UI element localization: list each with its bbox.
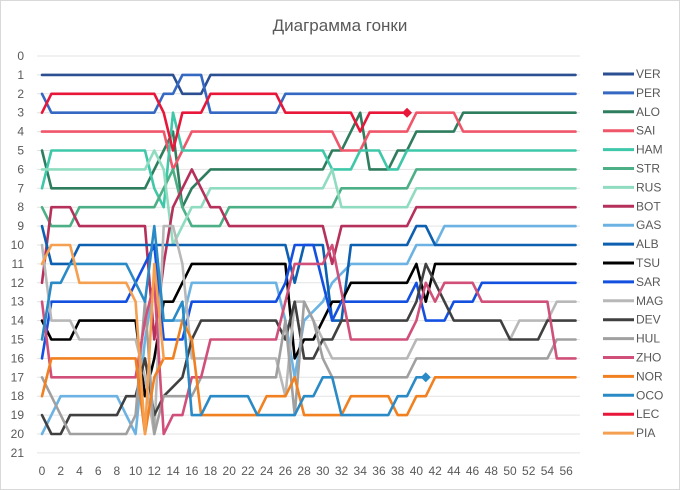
- y-tick-label: 7: [17, 181, 24, 195]
- x-tick-label: 18: [204, 464, 218, 478]
- x-tick-label: 56: [559, 464, 573, 478]
- series-line-sar: [40, 243, 577, 360]
- chart-title: Диаграмма гонки: [273, 16, 408, 35]
- series-line-bot: [40, 168, 577, 341]
- y-tick-label: 17: [11, 370, 25, 384]
- series-line-per: [40, 73, 577, 114]
- series-line-oco: [40, 224, 428, 417]
- series-line-sai: [40, 111, 577, 171]
- y-tick-label: 21: [11, 446, 25, 460]
- x-tick-label: 44: [447, 464, 461, 478]
- series-lines: [40, 73, 577, 436]
- x-tick-label: 36: [372, 464, 386, 478]
- series-line-tsu: [40, 262, 577, 398]
- legend-label: PER: [636, 86, 661, 100]
- legend-label: SAI: [636, 124, 655, 138]
- y-tick-label: 1: [17, 68, 24, 82]
- legend-label: MAG: [636, 294, 663, 308]
- x-tick-label: 0: [39, 464, 46, 478]
- x-tick-label: 28: [297, 464, 311, 478]
- legend-label: DEV: [636, 313, 661, 327]
- x-tick-label: 10: [129, 464, 143, 478]
- series-line-dev: [40, 262, 577, 436]
- y-tick-label: 14: [11, 314, 25, 328]
- x-tick-label: 14: [166, 464, 180, 478]
- end-marker-lec: [402, 107, 413, 118]
- legend-label: ZHO: [636, 351, 661, 365]
- legend-label: ALO: [636, 105, 660, 119]
- x-tick-label: 4: [76, 464, 83, 478]
- legend-label: HAM: [636, 143, 663, 157]
- y-tick-label: 5: [17, 144, 24, 158]
- y-tick-label: 12: [11, 276, 25, 290]
- series-line-rus: [40, 149, 577, 247]
- y-tick-label: 11: [12, 257, 25, 271]
- legend-label: GAS: [636, 218, 661, 232]
- x-tick-label: 30: [316, 464, 330, 478]
- legend: VER PER ALO SAI HAM STR RUS BOT GAS ALB TSU SAR MAG D…: [603, 67, 663, 440]
- x-tick-label: 22: [241, 464, 255, 478]
- y-tick-label: 3: [17, 106, 24, 120]
- y-tick-label: 18: [11, 389, 25, 403]
- series-line-alo: [40, 111, 577, 209]
- y-tick-label: 10: [11, 238, 25, 252]
- x-tick-label: 40: [410, 464, 424, 478]
- legend-label: STR: [636, 162, 660, 176]
- series-line-ham: [40, 111, 577, 209]
- x-tick-label: 42: [428, 464, 442, 478]
- series-line-nor: [40, 319, 577, 436]
- x-tick-label: 2: [57, 464, 64, 478]
- series-line-str: [40, 168, 577, 228]
- series-line-zho: [40, 243, 577, 436]
- legend-label: VER: [636, 67, 661, 81]
- y-tick-label: 9: [17, 219, 24, 233]
- y-tick-label: 8: [17, 200, 24, 214]
- x-tick-label: 50: [503, 464, 517, 478]
- legend-label: TSU: [636, 256, 660, 270]
- x-tick-label: 24: [260, 464, 274, 478]
- x-tick-label: 38: [391, 464, 405, 478]
- y-tick-label: 16: [11, 351, 25, 365]
- x-tick-label: 46: [466, 464, 480, 478]
- x-axis-ticks: 0 2 4 6 8 10 12 14 16 18 20 22 24 26 28 30 32 34 36 38 40 42 4…: [39, 464, 573, 478]
- legend-label: HUL: [636, 332, 660, 346]
- legend-label: PIA: [636, 426, 655, 440]
- x-tick-label: 6: [95, 464, 102, 478]
- y-tick-label: 0: [17, 49, 24, 63]
- x-tick-label: 32: [335, 464, 349, 478]
- legend-label: ALB: [636, 237, 659, 251]
- series-line-ver: [40, 73, 577, 96]
- series-line-pia: [40, 243, 165, 436]
- x-tick-label: 48: [485, 464, 499, 478]
- legend-label: SAR: [636, 275, 661, 289]
- series-line-gas: [40, 224, 577, 436]
- y-tick-label: 19: [11, 408, 25, 422]
- x-tick-label: 54: [541, 464, 555, 478]
- x-tick-label: 34: [354, 464, 368, 478]
- series-line-lec: [40, 92, 409, 152]
- y-tick-label: 20: [11, 427, 25, 441]
- x-tick-label: 12: [148, 464, 162, 478]
- end-marker-oco: [420, 372, 431, 383]
- x-tick-label: 8: [114, 464, 121, 478]
- y-tick-label: 15: [11, 333, 25, 347]
- legend-label: LEC: [636, 407, 660, 421]
- series-line-alb: [40, 224, 577, 322]
- x-tick-label: 16: [185, 464, 199, 478]
- legend-label: BOT: [636, 199, 661, 213]
- legend-label: NOR: [636, 369, 663, 383]
- y-tick-label: 2: [17, 87, 24, 101]
- y-tick-label: 13: [11, 295, 25, 309]
- gridlines: [37, 55, 580, 454]
- x-tick-label: 20: [223, 464, 237, 478]
- y-tick-label: 6: [17, 162, 24, 176]
- legend-label: RUS: [636, 180, 661, 194]
- legend-label: OCO: [636, 388, 663, 402]
- x-tick-label: 26: [279, 464, 293, 478]
- y-tick-label: 4: [17, 125, 24, 139]
- x-tick-label: 52: [522, 464, 536, 478]
- series-line-hul: [40, 300, 577, 436]
